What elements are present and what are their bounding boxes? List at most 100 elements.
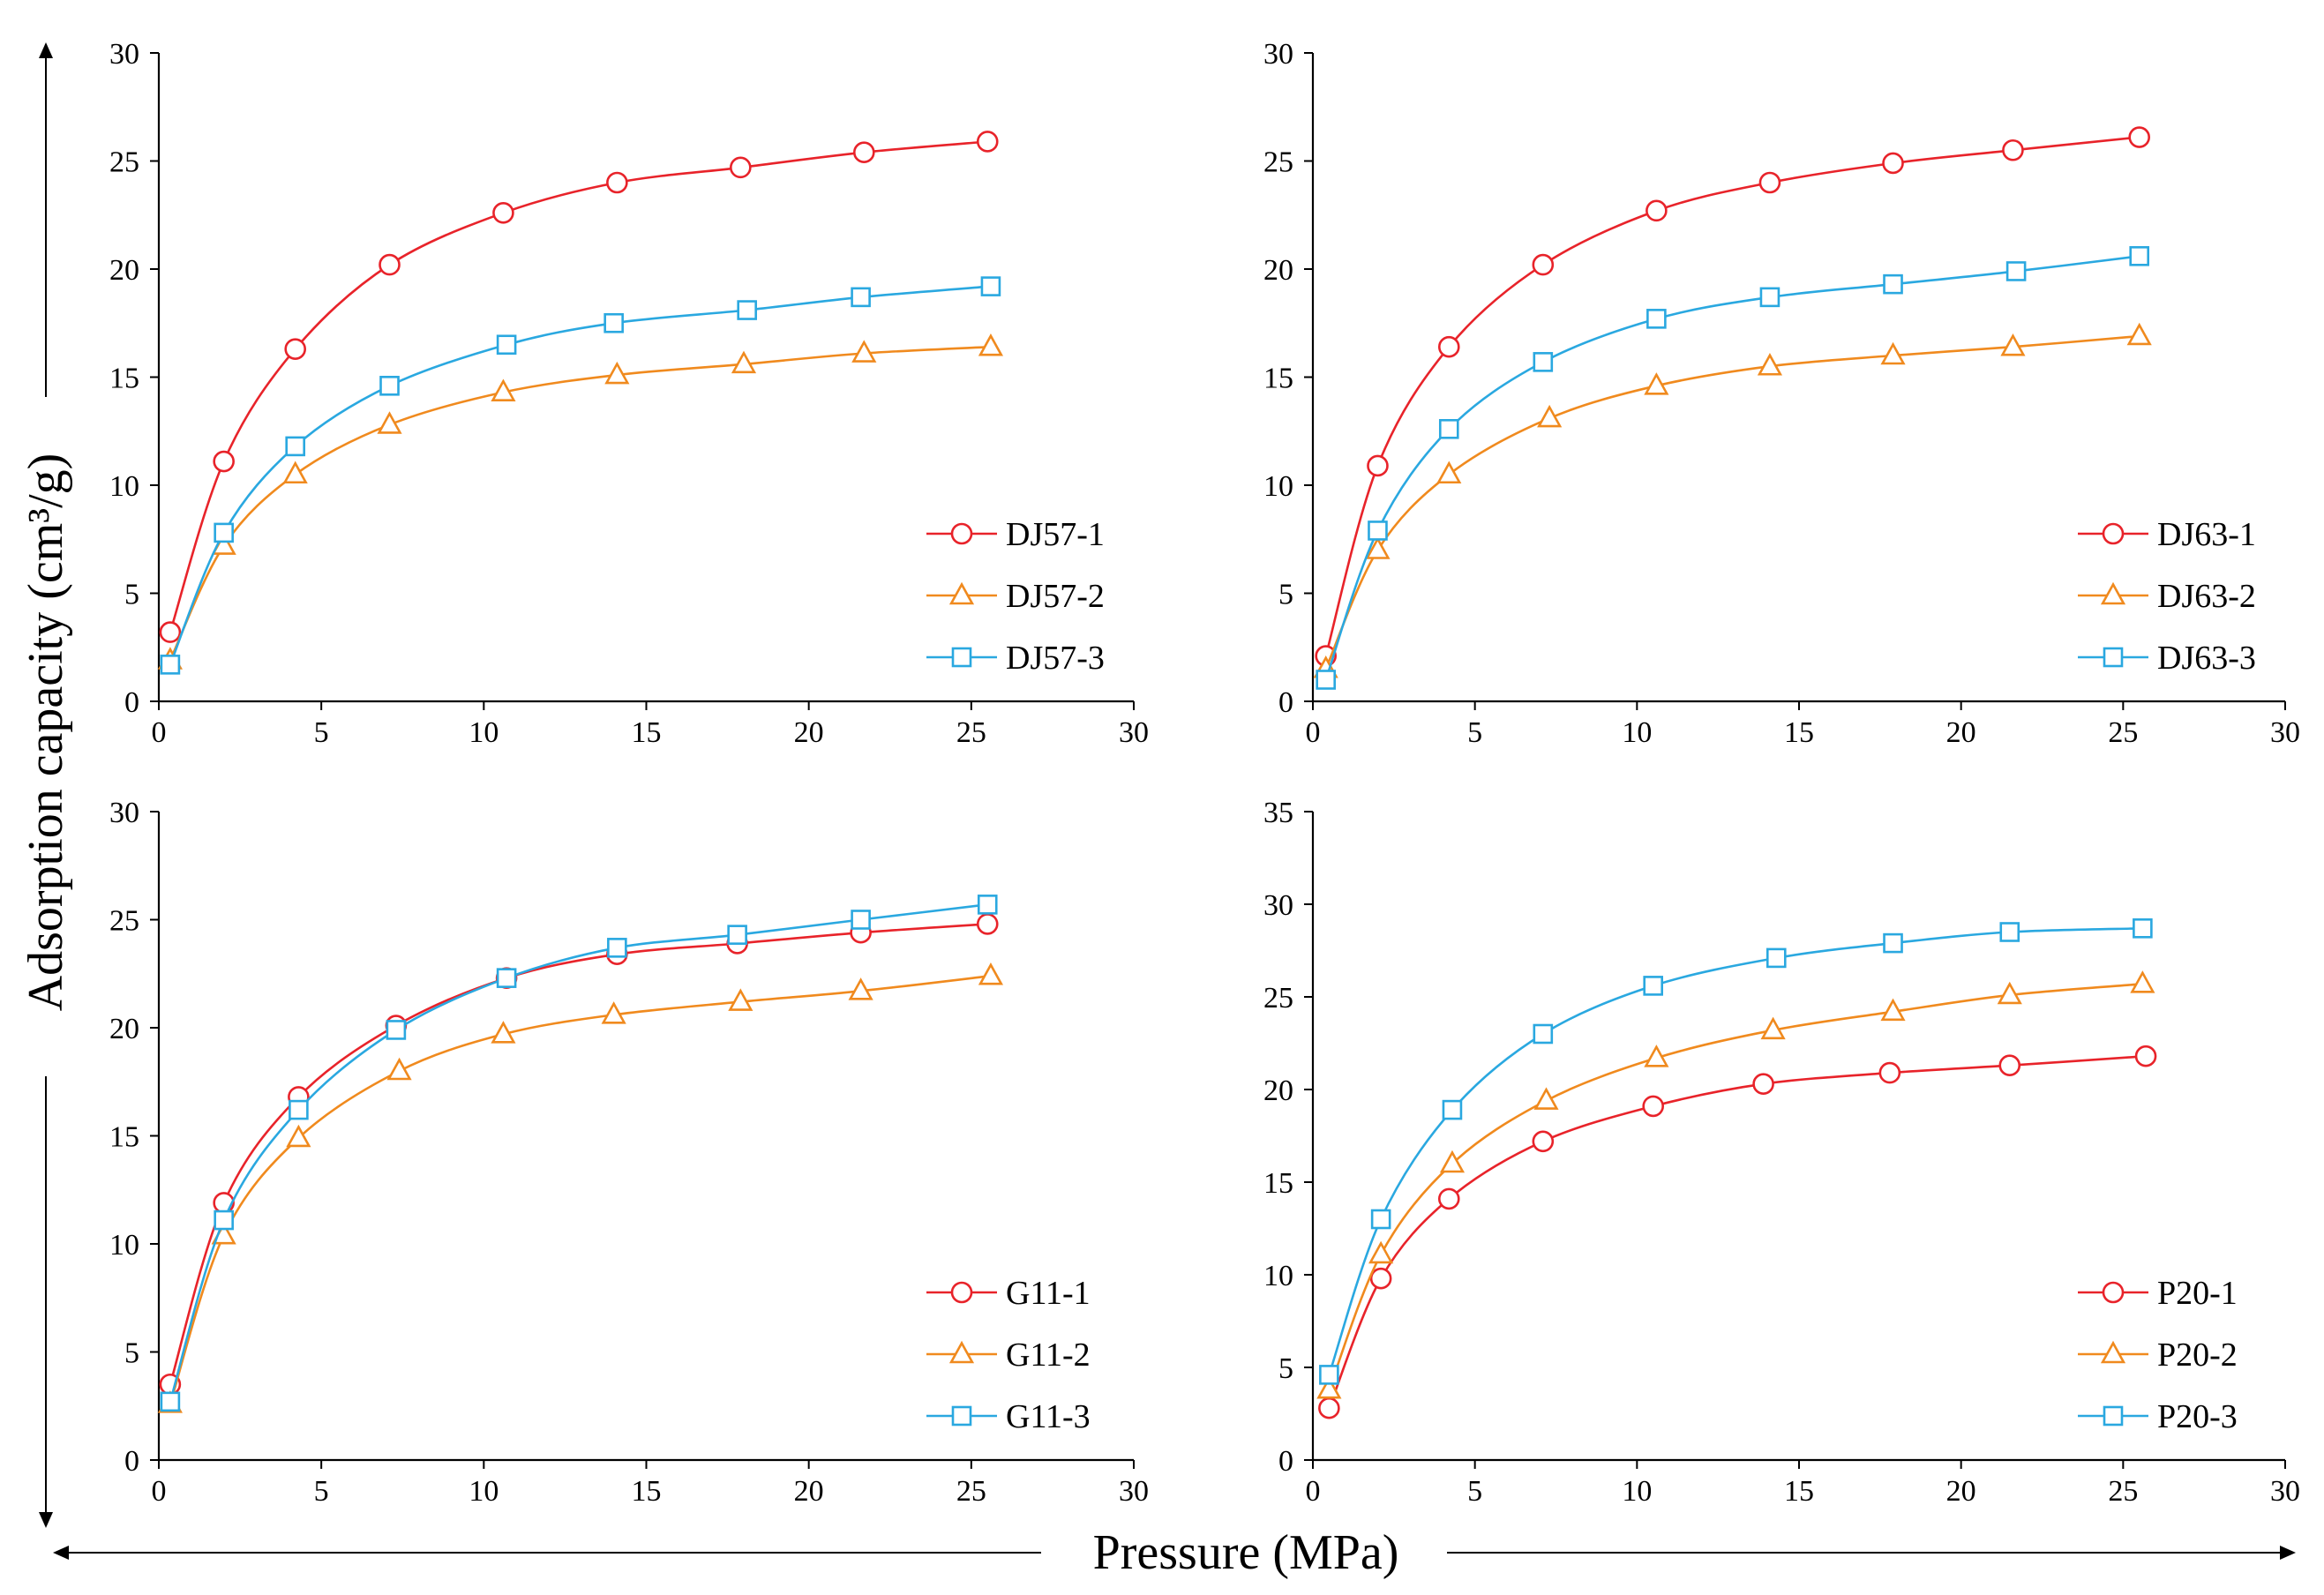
- data-point: [851, 287, 871, 308]
- legend-label: DJ57-2: [1006, 578, 1105, 615]
- data-point: [1878, 1061, 1901, 1084]
- x-tick-label: 20: [794, 1475, 824, 1508]
- y-tick-label: 30: [109, 38, 139, 71]
- y-tick-label: 15: [109, 363, 139, 395]
- series-line: [169, 140, 988, 633]
- series-G11-2: [157, 962, 1004, 1413]
- data-point: [1757, 353, 1783, 376]
- y-tick-label: 25: [109, 146, 139, 179]
- data-point: [1437, 335, 1460, 358]
- data-point: [491, 1021, 516, 1044]
- y-tick-label: 5: [124, 579, 139, 611]
- x-tick-label: 15: [1784, 716, 1814, 749]
- x-tick-label: 15: [1784, 1475, 1814, 1508]
- x-tick-label: 0: [152, 1475, 167, 1508]
- data-point: [160, 1391, 181, 1412]
- data-point: [851, 910, 871, 930]
- legend-item: DJ63-1: [2078, 516, 2256, 553]
- y-tick-label: 5: [124, 1337, 139, 1370]
- data-point: [1318, 1397, 1340, 1419]
- data-point: [286, 1124, 311, 1148]
- data-point: [2005, 261, 2027, 281]
- x-tick-label: 15: [632, 1475, 662, 1508]
- x-tick-label: 30: [2270, 716, 2300, 749]
- x-tick-label: 30: [2270, 1475, 2300, 1508]
- legend-marker: [2100, 1340, 2126, 1364]
- data-point: [1644, 1045, 1669, 1067]
- data-point: [1997, 981, 2022, 1005]
- data-point: [737, 300, 757, 320]
- data-point: [1752, 1073, 1774, 1095]
- x-tick-label: 30: [1119, 716, 1149, 749]
- y-tick-label: 0: [1278, 686, 1293, 719]
- series-DJ63-1: [1315, 126, 2150, 667]
- data-point: [1644, 372, 1669, 395]
- data-point: [1368, 520, 1388, 541]
- legend: DJ63-1 DJ63-2 DJ63-3: [2078, 516, 2256, 677]
- series-line: [169, 974, 992, 1404]
- y-tick-label: 5: [1278, 1352, 1293, 1385]
- data-point: [1532, 253, 1555, 276]
- data-point: [160, 655, 181, 675]
- data-point: [491, 378, 516, 401]
- x-tick-label: 10: [1622, 716, 1652, 749]
- legend-marker: [2103, 1405, 2124, 1427]
- y-tick-label: 20: [109, 1013, 139, 1045]
- data-point: [1537, 404, 1563, 428]
- data-point: [496, 968, 517, 988]
- data-point: [377, 411, 402, 434]
- y-tick-label: 20: [109, 254, 139, 287]
- data-point: [379, 375, 400, 396]
- data-point: [1532, 1130, 1555, 1153]
- legend: P20-1 P20-2 P20-3: [2078, 1275, 2238, 1435]
- x-tick-label: 0: [1306, 1475, 1321, 1508]
- data-point: [1319, 1365, 1339, 1385]
- legend: DJ57-1 DJ57-2 DJ57-3: [926, 516, 1105, 677]
- data-point: [980, 276, 1001, 296]
- x-tick-label: 25: [956, 1475, 986, 1508]
- y-tick-label: 5: [1278, 579, 1293, 611]
- legend-label: DJ57-3: [1006, 640, 1105, 677]
- data-point: [1533, 1023, 1554, 1045]
- y-tick-label: 20: [1263, 254, 1293, 287]
- data-point: [1436, 461, 1462, 484]
- data-point: [607, 938, 627, 958]
- legend-item: P20-2: [2078, 1337, 2238, 1374]
- data-point: [1369, 1267, 1392, 1290]
- chart-panel-dj63: 0 5 10 15 20 25 30051015202530DJ63-1DJ63-2DJ63…: [1263, 38, 2300, 749]
- legend-marker: [950, 1281, 973, 1304]
- x-tick-label: 15: [632, 716, 662, 749]
- data-point: [1646, 309, 1667, 329]
- y-tick-label: 30: [1263, 889, 1293, 922]
- legend-marker: [2100, 581, 2126, 605]
- series-line: [1328, 983, 2143, 1390]
- data-point: [2130, 970, 2155, 993]
- data-point: [978, 333, 1004, 356]
- data-point: [730, 156, 752, 179]
- data-point: [727, 925, 747, 945]
- x-tick-label: 10: [469, 716, 499, 749]
- data-point: [604, 361, 630, 385]
- y-tick-label: 0: [124, 1445, 139, 1478]
- legend-item: P20-1: [2078, 1275, 2238, 1312]
- y-tick-label: 35: [1263, 797, 1293, 829]
- x-axis-title-group: Pressure (MPa): [53, 1525, 2296, 1580]
- legend-label: G11-3: [1006, 1398, 1091, 1435]
- data-point: [492, 202, 514, 224]
- data-point: [1437, 1187, 1460, 1210]
- legend-marker: [2103, 647, 2124, 668]
- x-tick-label: 10: [469, 1475, 499, 1508]
- x-tick-label: 5: [314, 1475, 329, 1508]
- data-point: [2133, 918, 2153, 939]
- data-point: [213, 450, 235, 473]
- data-point: [1316, 1376, 1342, 1399]
- data-point: [1365, 536, 1391, 559]
- legend-item: DJ63-2: [2078, 578, 2256, 615]
- data-point: [1642, 1095, 1664, 1118]
- y-tick-label: 0: [124, 686, 139, 719]
- data-point: [1367, 454, 1389, 477]
- data-point: [2129, 245, 2149, 266]
- x-tick-label: 10: [1622, 1475, 1652, 1508]
- data-point: [214, 1209, 234, 1231]
- data-point: [1758, 171, 1781, 194]
